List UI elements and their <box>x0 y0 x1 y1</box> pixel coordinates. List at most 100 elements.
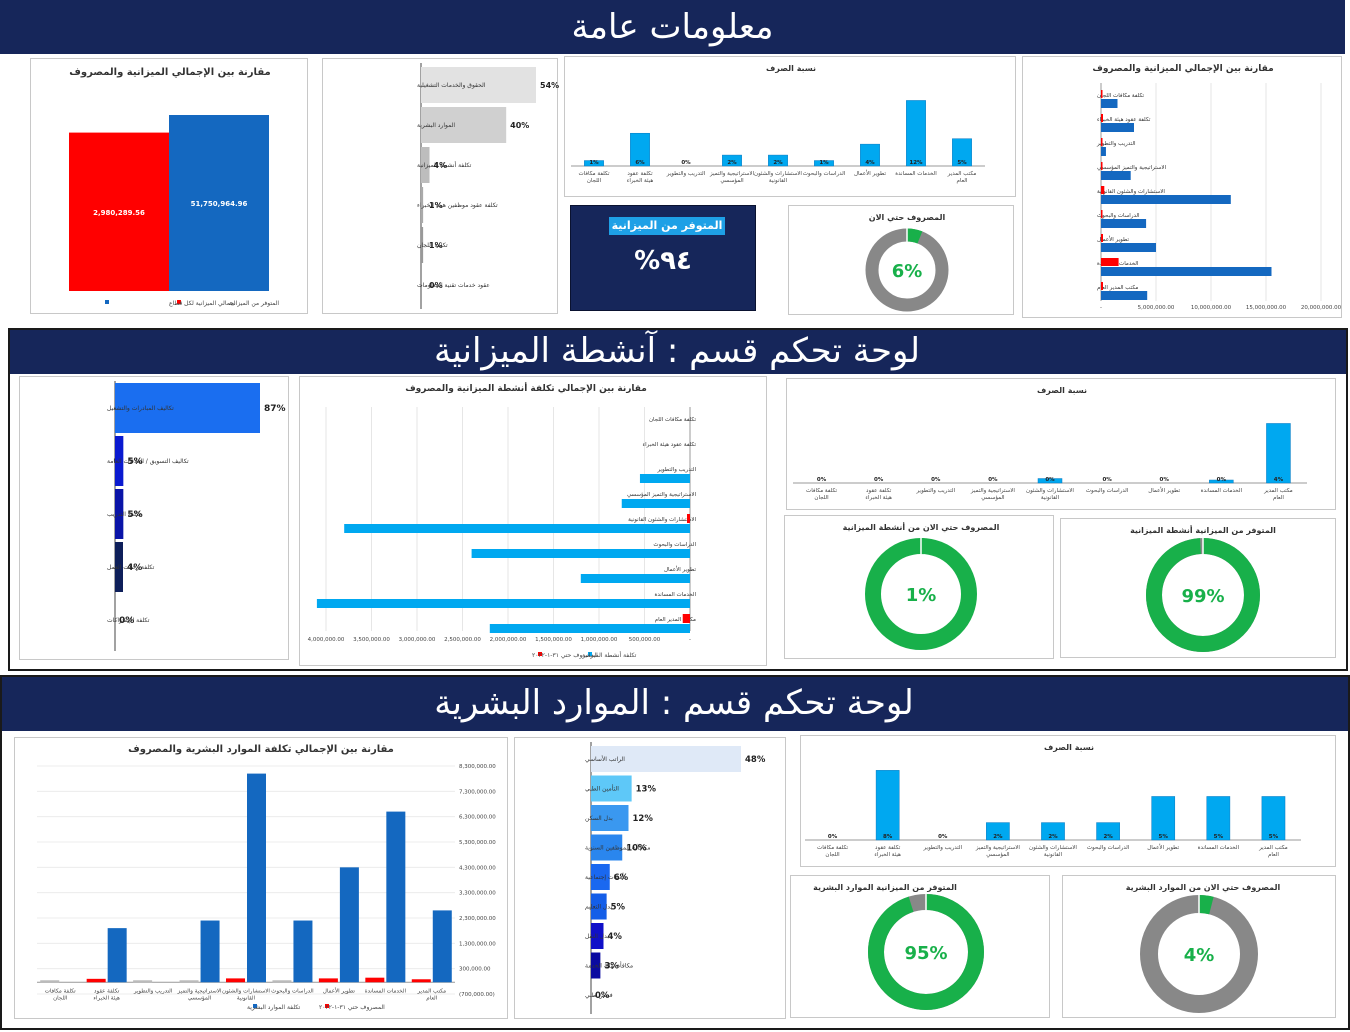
bar <box>1261 796 1286 841</box>
category-label-cont: اللجان <box>587 178 602 184</box>
tick-label: 7,300,000.00 <box>459 789 496 795</box>
category-label: بدل التعليم <box>585 904 612 911</box>
category-label: التدريب والتطوير <box>916 488 956 494</box>
bar-budget <box>639 474 690 483</box>
bar <box>1041 822 1065 841</box>
bar-spent <box>1101 162 1103 170</box>
category-label-cont: العام <box>957 178 968 184</box>
category-label: تكلفة مكافات <box>45 987 76 994</box>
donut-center-label: 1% <box>906 585 937 606</box>
bar <box>591 893 607 920</box>
category-label: تكاليف التسويق / العلاقات العامة <box>107 458 189 465</box>
data-label: 5% <box>1214 834 1224 840</box>
category-label: تكلفة عقود <box>875 844 901 851</box>
data-label: 0% <box>595 991 610 1001</box>
data-label: 5% <box>957 160 967 166</box>
legend-label: المصروف حتي ٣١-١-٢٠٢٢ <box>319 1004 385 1011</box>
bar <box>115 542 123 592</box>
tick-label: 300,000.00 <box>459 967 491 973</box>
activities-compare-panel: مقارنة بين الإجمالي تكلفة أنشطة الميزاني… <box>299 376 767 666</box>
bar <box>1096 822 1120 841</box>
category-label-cont: اللجان <box>825 852 840 858</box>
bar <box>591 834 623 861</box>
bar-total <box>1101 171 1131 180</box>
category-label: تكلفة الإشتراكات <box>107 617 150 624</box>
chart-title: نسبة الصرف <box>766 64 816 73</box>
category-label: الاستراتيجية والتميز <box>970 488 1015 494</box>
hr-share-chart: الراتب الأساسي 48% التأمين الطبي 13% بدل الس… <box>585 742 766 1014</box>
data-label: 87% <box>264 404 286 414</box>
category-label: الدراسات والبحوث <box>1087 845 1130 851</box>
legend-swatch-spent <box>325 1004 329 1008</box>
tick-label: 500,000.00 <box>629 637 661 643</box>
category-label: تطوير الأعمال <box>664 565 696 573</box>
category-label: تكلفة التدريب <box>107 511 141 518</box>
chart-title: المصروف حتي الان من الموارد البشرية <box>1126 883 1281 892</box>
category-label: التدريب والتطوير <box>923 845 963 851</box>
category-label: تكلفة مكافات <box>806 487 837 494</box>
data-label: 4% <box>865 160 875 166</box>
category-label: التدريب والتطوير <box>666 171 706 177</box>
chart-title: مقارنة بين الإجمالي تكلفة الموارد البشري… <box>128 744 394 755</box>
legend-label: تكلفة الموارد البشرية <box>247 1004 301 1011</box>
data-label: 5% <box>611 903 626 913</box>
bar-budget <box>247 773 266 983</box>
bar-total <box>1101 243 1156 252</box>
category-label: تكاليف المبادرات والتشغيل <box>107 405 174 412</box>
bar-budget <box>316 599 690 608</box>
activities-section-frame <box>8 328 1348 671</box>
tick-label: 20,000,000.00 <box>1301 305 1342 311</box>
data-label: 5% <box>1159 834 1169 840</box>
data-label: 0% <box>1217 477 1227 483</box>
category-label: الموارد البشرية <box>417 122 455 129</box>
bar <box>421 67 536 103</box>
bar-spent <box>1101 90 1103 98</box>
category-label: الدراسات والبحوث <box>1086 488 1129 494</box>
donut-center-label: 6% <box>892 261 923 282</box>
bar <box>768 154 788 167</box>
chart-title: مقارنة بين الإجمالي الميزانية والمصروف <box>1092 64 1273 74</box>
activities-spend-ratio-panel: نسبة الصرف 0% تكلفة مكافات اللجان 0% تكلفة عق… <box>786 378 1336 510</box>
activities-available-donut-chart: المتوفر من الميزانية أنشطة الميزانية 99% <box>1130 525 1276 652</box>
general-spent-donut-chart: المصروف حتي الان 6% <box>865 213 949 312</box>
category-label: فحص طبي <box>585 992 613 999</box>
category-label-cont: القانونية <box>1044 852 1063 858</box>
bar <box>584 160 604 167</box>
bar-budget <box>386 811 406 983</box>
tick-label: 2,300,000.00 <box>459 916 496 922</box>
bar-total <box>1101 267 1272 276</box>
bar-budget <box>344 524 690 533</box>
category-label: الدراسات والبحوث <box>1097 213 1140 219</box>
tick-label: 3,500,000.00 <box>353 637 390 643</box>
data-label: 12% <box>633 814 654 824</box>
category-label: الدراسات والبحوث <box>653 542 696 548</box>
category-label: مكتب المدير <box>416 987 446 994</box>
legend-label: المصروف حتي ٣١-١-٢٠٢٢ <box>532 652 598 659</box>
bar-spent <box>179 980 199 983</box>
general-compare-by-dept-panel: مقارنة بين الإجمالي الميزانية والمصروف - 5… <box>1022 56 1342 318</box>
data-label: 0% <box>828 834 838 840</box>
data-label: 5% <box>127 510 142 520</box>
bar <box>591 775 632 802</box>
tick-label: 5,300,000.00 <box>459 840 496 846</box>
legend-label: اجمالي الميزانية لكل قطاع <box>169 300 236 307</box>
category-label-cont: المؤسسي <box>188 995 212 1001</box>
category-label-cont: العام <box>1268 852 1279 858</box>
data-label: 51,750,964.96 <box>191 200 248 208</box>
general-compare-by-dept-chart: مقارنة بين الإجمالي الميزانية والمصروف - 5… <box>1092 64 1342 311</box>
data-label: 10% <box>626 844 647 854</box>
bar-budget <box>293 920 313 983</box>
bar <box>986 822 1010 841</box>
category-label: الخدمات المساندة <box>365 988 407 994</box>
bar-spent <box>272 980 292 983</box>
category-label: تطوير الأعمال <box>1147 843 1179 851</box>
category-label: تطوير الأعمال <box>854 169 886 177</box>
category-label: الاستراتيجية والتميز <box>177 988 222 994</box>
bar <box>421 187 424 223</box>
hr-available-donut-chart: المتوفر من الميزانية الموارد البشرية 95% <box>813 883 984 1010</box>
category-label: الاستشارات والشئون القانونية <box>628 517 696 523</box>
activities-spent-donut-panel: المصروف حتي الان من أنشطة الميزانية 1% <box>784 515 1054 659</box>
bar-total <box>1101 147 1106 156</box>
bar <box>906 100 926 167</box>
